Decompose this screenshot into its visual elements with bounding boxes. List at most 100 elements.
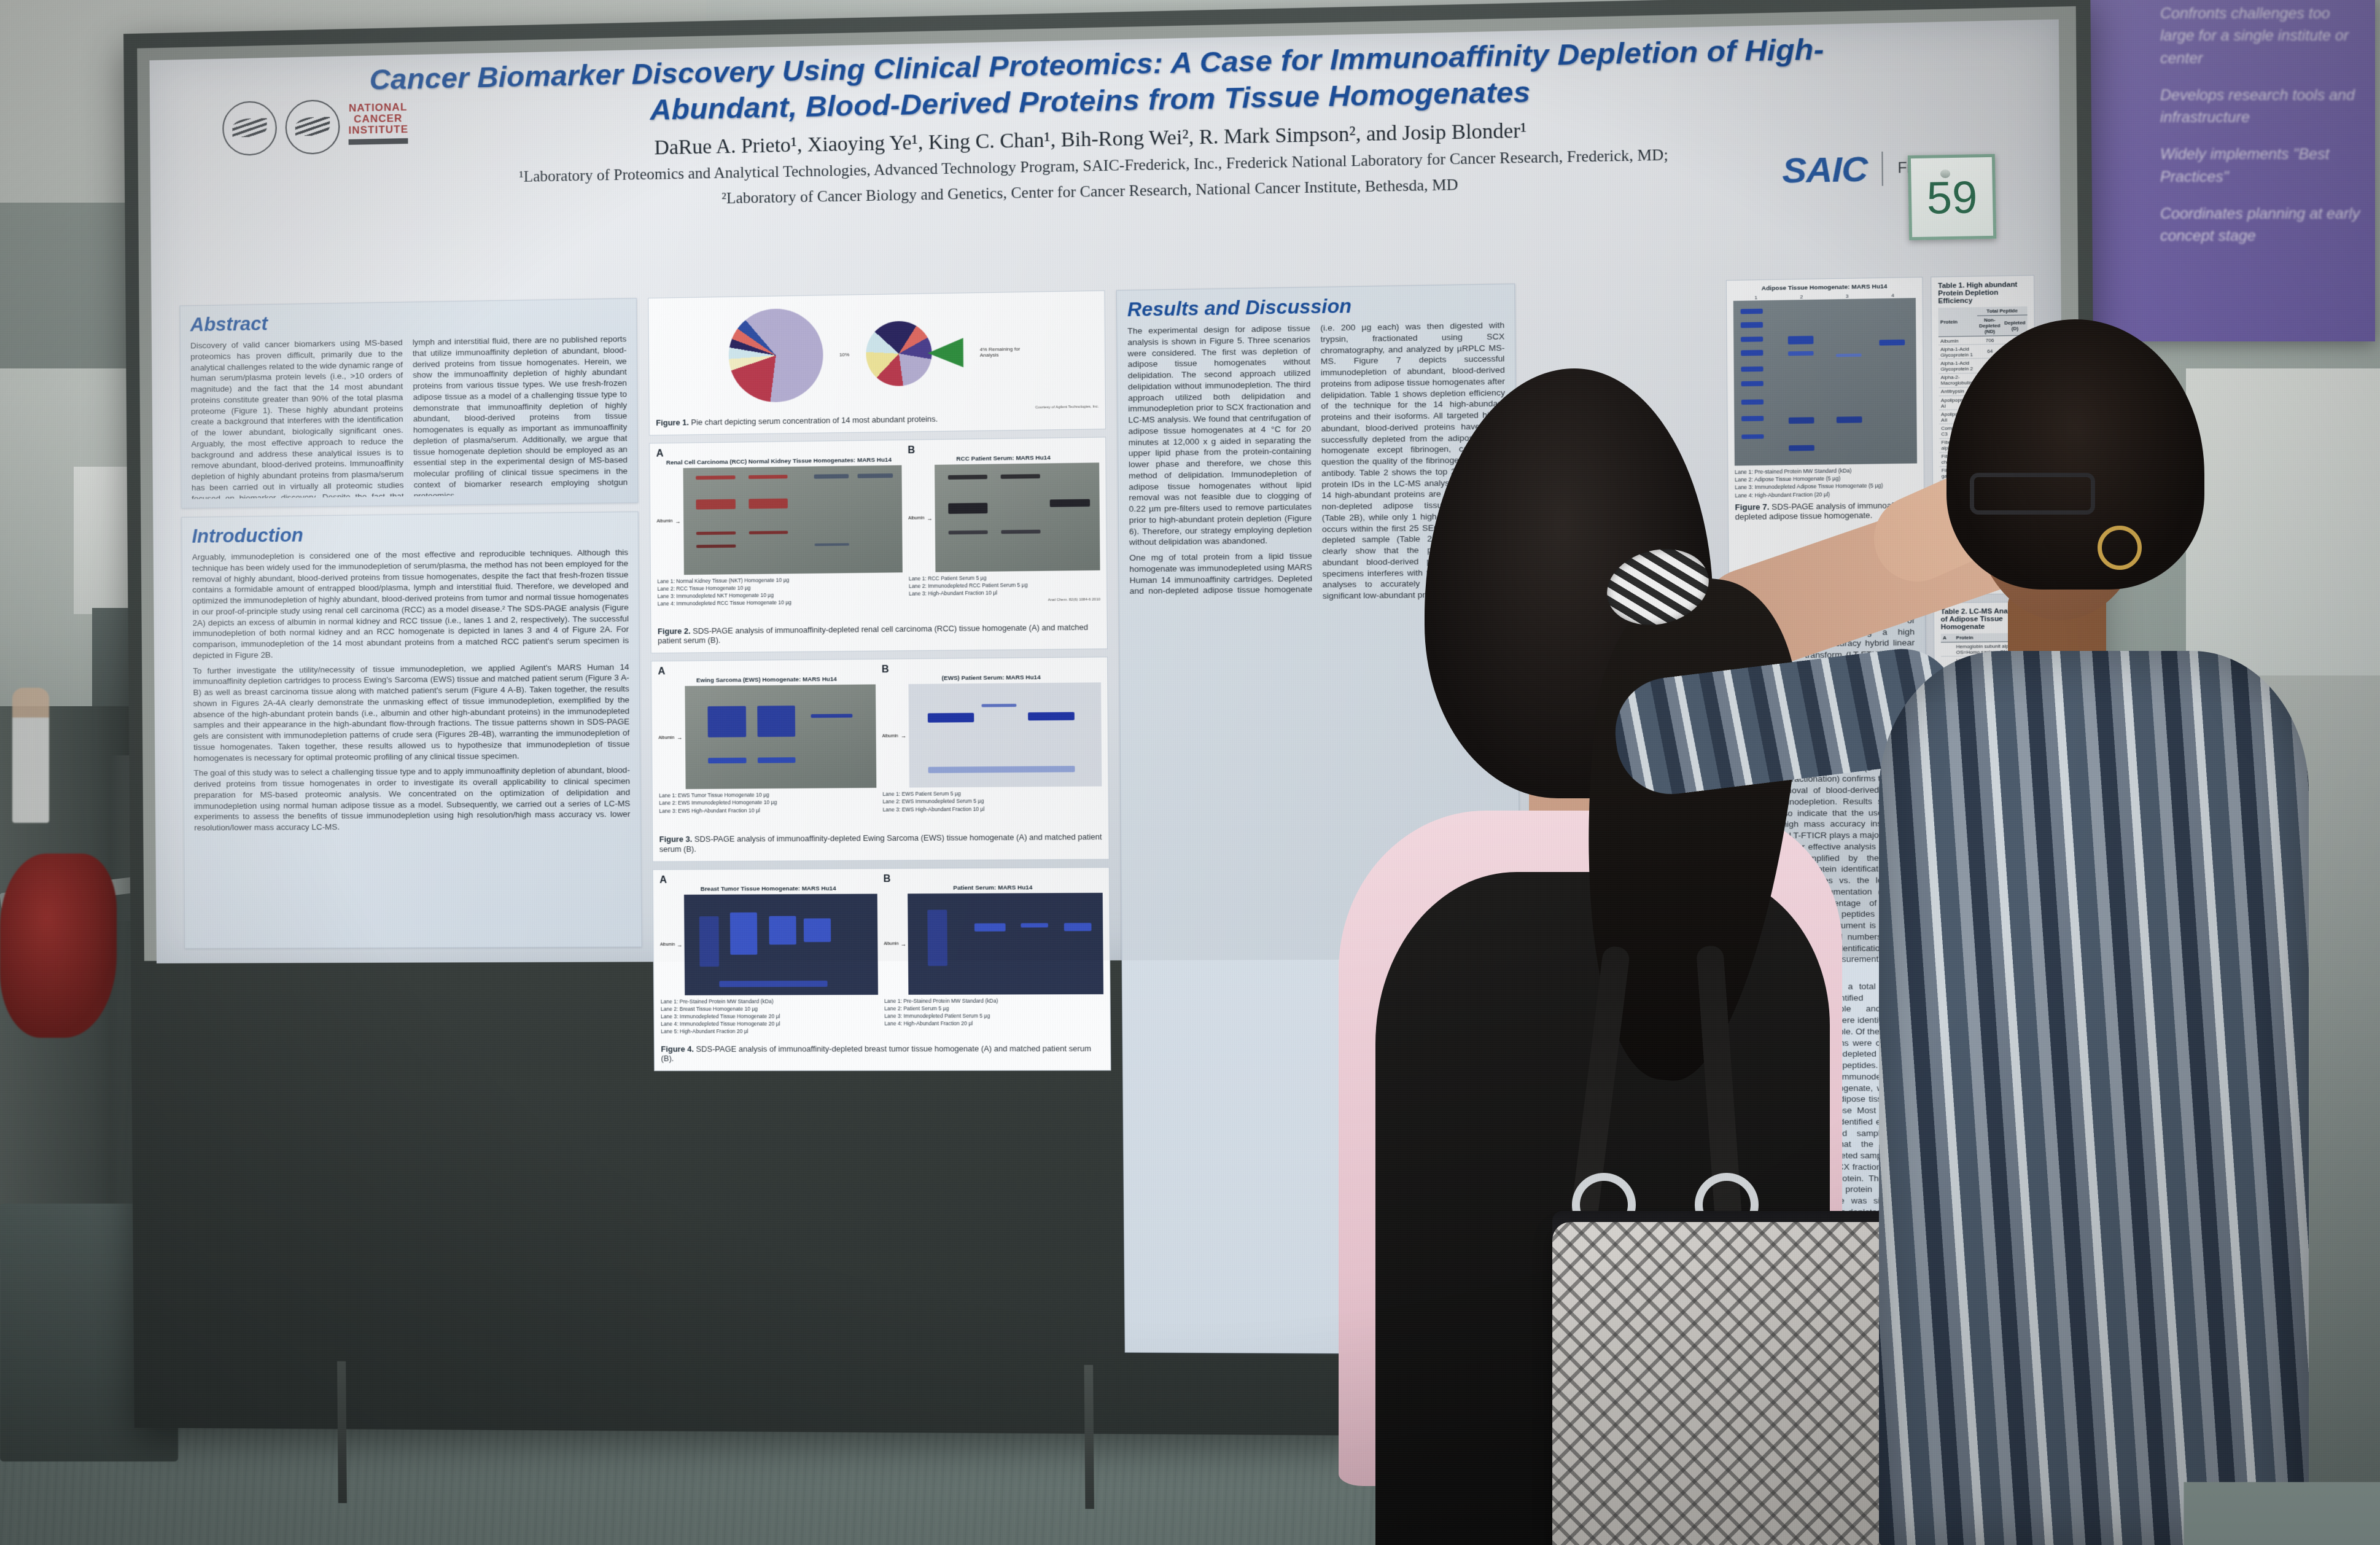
albumin-arrow-icon: → [927,515,932,521]
abstract-paragraph: Discovery of valid cancer biomarkers usi… [190,333,628,499]
lane-label: Lane 2: Patient Serum 5 µg [884,1004,1103,1012]
viewer-person-right [1879,319,2321,1545]
figure-4-caption-text: SDS-PAGE analysis of immunoaffinity-depl… [661,1044,1091,1063]
lane-label: Lane 1: Pre-Stained Protein MW Standard … [661,997,878,1005]
lane-label: Lane 3: EWS High-Abundant Fraction 10 µl [659,806,876,815]
figure-3-panel-a-letter: A [658,666,665,677]
figure-3-arrow-label-b: Albumin [882,734,898,738]
poster-number: 59 [1911,157,1993,237]
pie-exploded-slice [928,335,963,371]
lane-label: Lane 3: High-Abundant Fraction 10 µl [909,588,1100,597]
figure-4-panel-a-letter: A [659,874,667,885]
figure-2-reference: Anal Chem. 82(6) 1084-6 2010 [909,598,1100,604]
table-1-caption: Table 1. High abundant Protein Depletion… [1938,281,2027,305]
viewer-person-left [1265,344,1879,1545]
lane-label: Lane 5: High-Abundant Fraction 20 µl [661,1027,878,1035]
banner-bullet: Confronts challenges too large for a sin… [2160,2,2362,69]
lane-label: Lane 3: Immunodepleted Patient Serum 5 µ… [884,1012,1103,1020]
lane-label: Lane 4: Immunodepleted Tissue Homogenate… [661,1020,878,1028]
figure-3: A Ewing Sarcoma (EWS) Homogenate: MARS H… [651,657,1110,862]
lane-number: 2 [1800,294,1803,300]
banner-bullet: Widely implements "Best Practices" [2160,143,2362,188]
figure-1-annotation-left: 10% [839,351,850,357]
purple-banner: Confronts challenges too large for a sin… [2056,0,2375,341]
figure-7-title: Adipose Tissue Homogenate: MARS Hu14 [1733,282,1916,293]
figure-2: A Renal Cell Carcinoma (RCC) Normal Kidn… [649,437,1108,653]
introduction-body: Arguably, immunodepletion is considered … [192,547,631,940]
figure-2-arrow-label: Albumin [657,520,673,524]
figure-4-label: Figure 4. [661,1045,694,1053]
figure-2-panel-b-letter: B [908,445,915,455]
figure-2-caption-text: SDS-PAGE analysis of immunoaffinity-depl… [658,623,1088,645]
albumin-arrow-icon: → [901,733,906,739]
introduction-paragraph: To further investigate the utility/neces… [193,661,630,763]
hoop-earring-icon [2098,526,2142,570]
introduction-panel: Introduction Arguably, immunodepletion i… [181,512,642,949]
banner-bullet: Develops research tools and infrastructu… [2160,84,2362,129]
lane-label: Lane 3: EWS High-Abundant Fraction 10 µl [883,804,1102,814]
figure-4-panel-b-lanes: Lane 1: Pre-Stained Protein MW Standard … [884,997,1104,1027]
figure-2-panel-b-title: RCC Patient Serum: MARS Hu14 [908,454,1099,464]
right-person-hair [1946,319,2204,590]
figure-3-gel-a [685,685,876,790]
lane-label: Lane 3: Immunodepleted Tissue Homogenate… [661,1012,878,1020]
introduction-paragraph: Arguably, immunodepletion is considered … [192,547,629,661]
figure-2-arrow-label-b: Albumin [908,516,924,521]
figure-4-arrow-label-b: Albumin [884,942,898,946]
right-person-striped-blouse [1879,651,2309,1545]
figure-4-caption: Figure 4. SDS-PAGE analysis of immunoaff… [661,1044,1104,1064]
albumin-arrow-icon: → [677,734,682,741]
figure-4-gel-a [684,893,878,995]
figure-3-gel-b [909,682,1102,787]
figure-1-caption-text: Pie chart depicting serum concentration … [691,414,938,427]
banner-bullet-list: Confronts challenges too large for a sin… [2160,2,2362,262]
eyeglasses-icon [1970,473,2095,515]
figure-3-panel-b-title: (EWS) Patient Serum: MARS Hu14 [882,674,1101,683]
abstract-panel: Abstract Discovery of valid cancer bioma… [180,298,639,508]
poster-header: Cancer Biomarker Discovery Using Clinica… [149,26,2060,220]
figure-1-caption: Figure 1. Pie chart depicting serum conc… [656,413,1099,429]
figure-3-label: Figure 3. [659,835,693,844]
lane-label: Lane 2: Breast Tissue Homogenate 10 µg [661,1005,878,1013]
results-heading: Results and Discussion [1127,293,1504,321]
table-1-group-header: Total Peptide [1977,306,2028,316]
poster-number-sign: 59 [1908,154,1996,240]
figure-2-gel-a [683,465,902,575]
figure-4-gel-b [908,893,1103,995]
introduction-heading: Introduction [192,521,628,547]
lane-label: Lane 1: Pre-Stained Protein MW Standard … [884,997,1103,1005]
figure-3-caption-text: SDS-PAGE analysis of immunoaffinity-depl… [659,833,1102,854]
figure-1-annotation-right: 4% Remaining for Analysis [980,346,1025,358]
abstract-body: Discovery of valid cancer biomarkers usi… [190,333,628,499]
figure-2-label: Figure 2. [658,627,691,636]
introduction-paragraph: The goal of this study was to select a c… [193,765,630,834]
saic-divider [1881,151,1883,185]
pie-chart-remaining [866,321,932,386]
banner-bullet: Coordinates planning at early concept st… [2160,203,2362,247]
pie-chart-serum [728,308,823,403]
lane-label: Lane 4: High-Abundant Fraction 20 µl [884,1019,1103,1027]
figure-2-panel-a-letter: A [656,448,664,459]
figure-1-label: Figure 1. [656,418,689,427]
figure-4-arrow-label: Albumin [660,943,675,947]
figure-4-panel-a-lanes: Lane 1: Pre-Stained Protein MW Standard … [661,997,878,1035]
figure-4-panel-b-letter: B [883,874,890,884]
column-middle: 10% 4% Remaining for Analysis Courtesy o… [648,290,1110,947]
lane-number: 3 [1846,294,1849,299]
poster-session-photo: Confronts challenges too large for a sin… [0,0,2380,1545]
figure-4-panel-b-title: Patient Serum: MARS Hu14 [884,884,1103,892]
figure-3-panel-b-letter: B [882,664,889,675]
figure-1-chart: 10% 4% Remaining for Analysis [655,296,1099,411]
figure-3-panel-a-lanes: Lane 1: EWS Tumor Tissue Homogenate 10 µ… [659,790,876,814]
figure-2-gel-b [935,462,1100,572]
column-left: Abstract Discovery of valid cancer bioma… [180,298,642,948]
figure-4-panel-a-title: Breast Tumor Tissue Homogenate: MARS Hu1… [659,885,877,893]
lane-number: 4 [1891,292,1894,298]
figure-2-panel-a-lanes: Lane 1: Normal Kidney Tissue (NKT) Homog… [657,575,903,608]
saic-wordmark: SAIC [1782,148,1867,191]
lane-number: 1 [1754,295,1757,300]
albumin-arrow-icon: → [901,941,906,947]
figure-3-caption: Figure 3. SDS-PAGE analysis of immunoaff… [659,833,1103,855]
sign-clip-icon [1940,169,1950,178]
albumin-arrow-icon: → [677,941,682,948]
